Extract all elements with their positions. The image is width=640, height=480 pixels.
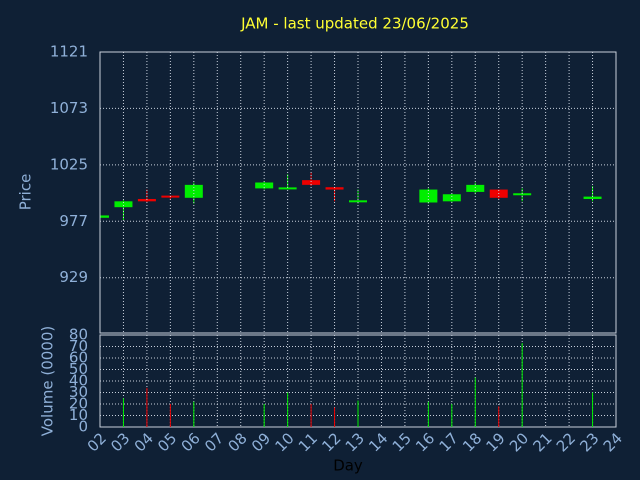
volume-bar xyxy=(122,398,124,427)
volume-bar xyxy=(427,401,429,427)
volume-bar xyxy=(334,407,336,427)
y-tick-label: 80 xyxy=(69,326,88,344)
candle-body xyxy=(442,194,461,202)
candle-body xyxy=(325,187,344,190)
volume-bar xyxy=(146,387,148,427)
volume-bar xyxy=(193,401,195,427)
y-tick-label: 30 xyxy=(69,383,88,401)
y-tick-label: 1073 xyxy=(50,99,88,117)
y-tick-label: 977 xyxy=(59,212,88,230)
x-axis-label: Day xyxy=(333,457,363,475)
volume-bar xyxy=(521,343,523,427)
candle-body xyxy=(114,201,133,208)
volume-bar xyxy=(310,404,312,427)
y-tick-label: 70 xyxy=(69,337,88,355)
volume-bar xyxy=(592,392,594,427)
volume-bar xyxy=(498,406,500,427)
volume-bar xyxy=(451,404,453,427)
candle-body xyxy=(466,184,485,192)
y-tick-label: 40 xyxy=(69,372,88,390)
candle-body xyxy=(137,198,156,202)
candle-body xyxy=(278,187,297,190)
y-tick-label: 20 xyxy=(69,395,88,413)
candle-body xyxy=(302,180,321,185)
y-tick-label: 929 xyxy=(59,268,88,286)
candle-body xyxy=(184,184,203,198)
volume-bar xyxy=(287,392,289,427)
candle-body xyxy=(349,200,367,203)
candle-body xyxy=(583,196,602,199)
candle-body xyxy=(255,182,274,189)
volume-bar xyxy=(263,404,265,427)
y-axis-label: Price xyxy=(17,174,35,211)
candle-body xyxy=(100,215,109,218)
volume-bar xyxy=(357,400,359,427)
y-tick-label: 60 xyxy=(69,349,88,367)
y-tick-label: 1121 xyxy=(50,43,88,61)
chart-title: JAM - last updated 23/06/2025 xyxy=(240,15,469,33)
y-axis-label: Volume (0000) xyxy=(39,326,57,436)
y-tick-label: 50 xyxy=(69,360,88,378)
y-tick-label: 0 xyxy=(78,418,88,436)
volume-bar xyxy=(474,377,476,427)
y-tick-label: 10 xyxy=(69,406,88,424)
volume-bar xyxy=(169,404,171,427)
y-tick-label: 1025 xyxy=(50,155,88,173)
candle-body xyxy=(513,193,532,196)
